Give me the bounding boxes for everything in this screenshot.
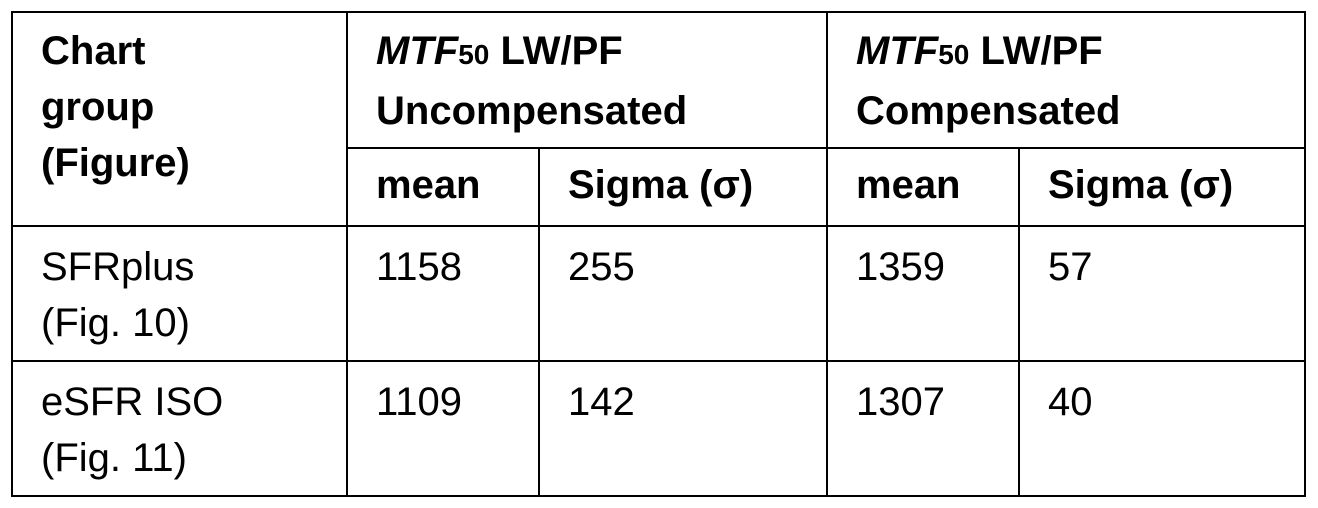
- cell: 40: [1018, 360, 1306, 497]
- table-body: SFRplus (Fig. 10) 1158 255 1359 57 eSFR ISO (…: [11, 225, 1306, 497]
- cell: 142: [538, 360, 828, 497]
- unit: LW/PF: [500, 29, 623, 73]
- results-table: Chart group (Figure) MTF50 LW/PF Uncompen…: [11, 11, 1306, 497]
- cell: 1158: [346, 225, 540, 362]
- cell: 1307: [826, 360, 1020, 497]
- cell: 1109: [346, 360, 540, 497]
- column-header: Sigma (σ): [538, 147, 828, 227]
- cell: 1359: [826, 225, 1020, 362]
- cell: 57: [1018, 225, 1306, 362]
- group-label: Uncompensated: [376, 89, 688, 133]
- column-header: Sigma (σ): [1018, 147, 1306, 227]
- cell: 255: [538, 225, 828, 362]
- table-row: eSFR ISO (Fig. 11) 1109 142 1307 40: [11, 360, 1306, 497]
- column-header: mean: [346, 147, 540, 227]
- unit: LW/PF: [980, 29, 1103, 73]
- group-label: Compensated: [856, 89, 1121, 133]
- subscript: 50: [458, 39, 490, 70]
- row-label: eSFR ISO (Fig. 11): [11, 360, 348, 497]
- group-header: MTF50 LW/PF Compensated: [826, 11, 1306, 149]
- table-row: SFRplus (Fig. 10) 1158 255 1359 57: [11, 225, 1306, 362]
- symbol: MTF: [376, 29, 459, 73]
- row-header: Chart group (Figure): [11, 11, 348, 227]
- row-label: SFRplus (Fig. 10): [11, 225, 348, 362]
- symbol: MTF: [856, 29, 939, 73]
- group-header: MTF50 LW/PF Uncompensated: [346, 11, 828, 149]
- column-header: mean: [826, 147, 1020, 227]
- subscript: 50: [938, 39, 970, 70]
